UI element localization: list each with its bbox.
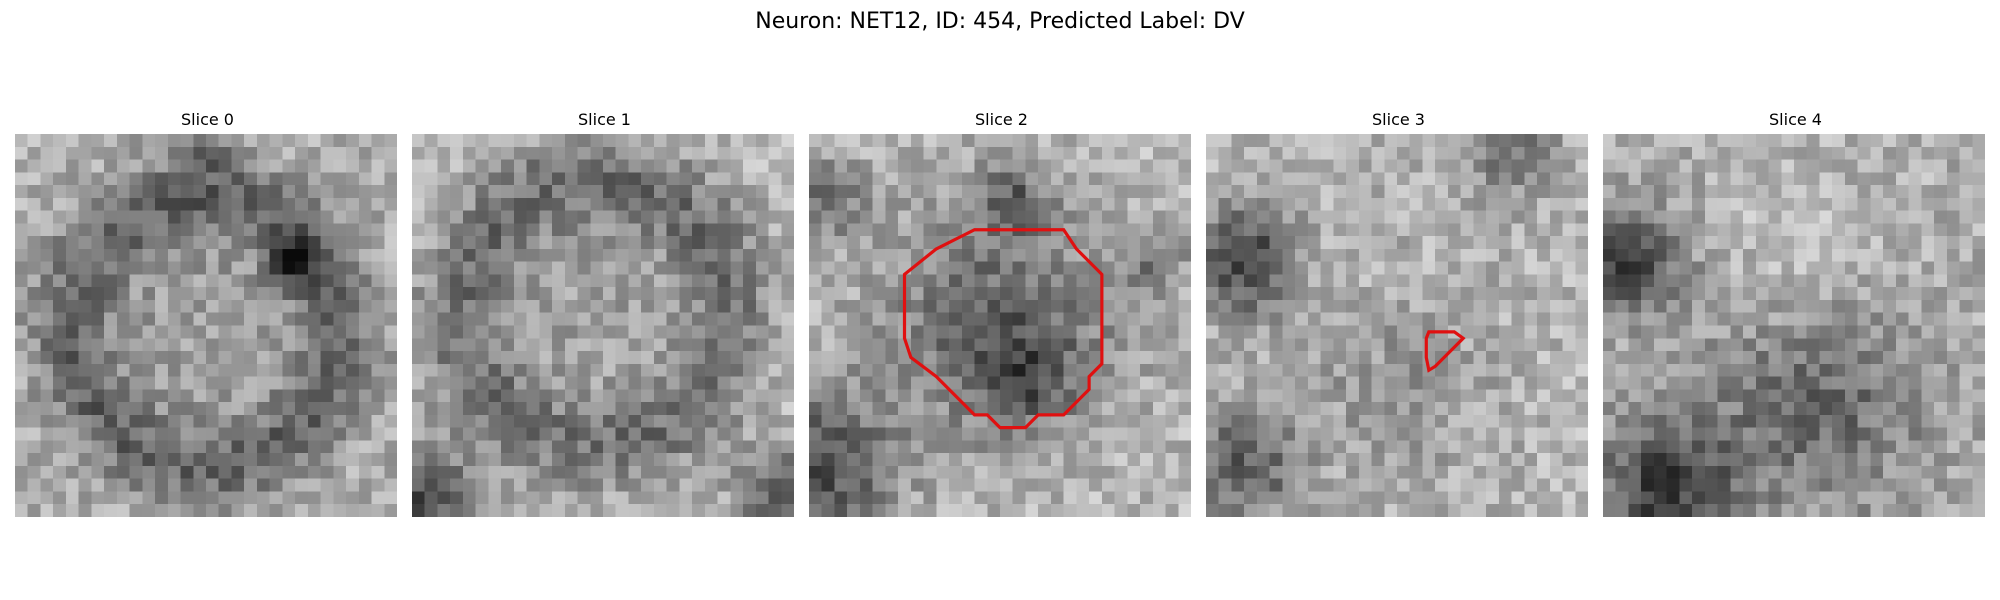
slice-title-2: Slice 2 [975, 110, 1028, 129]
slice-panel-1: Slice 1 [412, 108, 797, 517]
slice-title-1: Slice 1 [578, 110, 631, 129]
slice-image-0 [15, 134, 397, 517]
slice-panel-2: Slice 2 [809, 108, 1194, 517]
slice-panel-4: Slice 4 [1603, 108, 1988, 517]
slice-image-3 [1206, 134, 1588, 517]
slice-image-4 [1603, 134, 1985, 517]
slice-title-0: Slice 0 [181, 110, 234, 129]
slice-title-4: Slice 4 [1769, 110, 1822, 129]
figure-title: Neuron: NET12, ID: 454, Predicted Label:… [755, 9, 1245, 34]
slice-panel-0: Slice 0 [15, 108, 400, 517]
slice-image-1 [412, 134, 794, 517]
slice-title-3: Slice 3 [1372, 110, 1425, 129]
slice-image-2 [809, 134, 1191, 517]
slice-panel-3: Slice 3 [1206, 108, 1591, 517]
